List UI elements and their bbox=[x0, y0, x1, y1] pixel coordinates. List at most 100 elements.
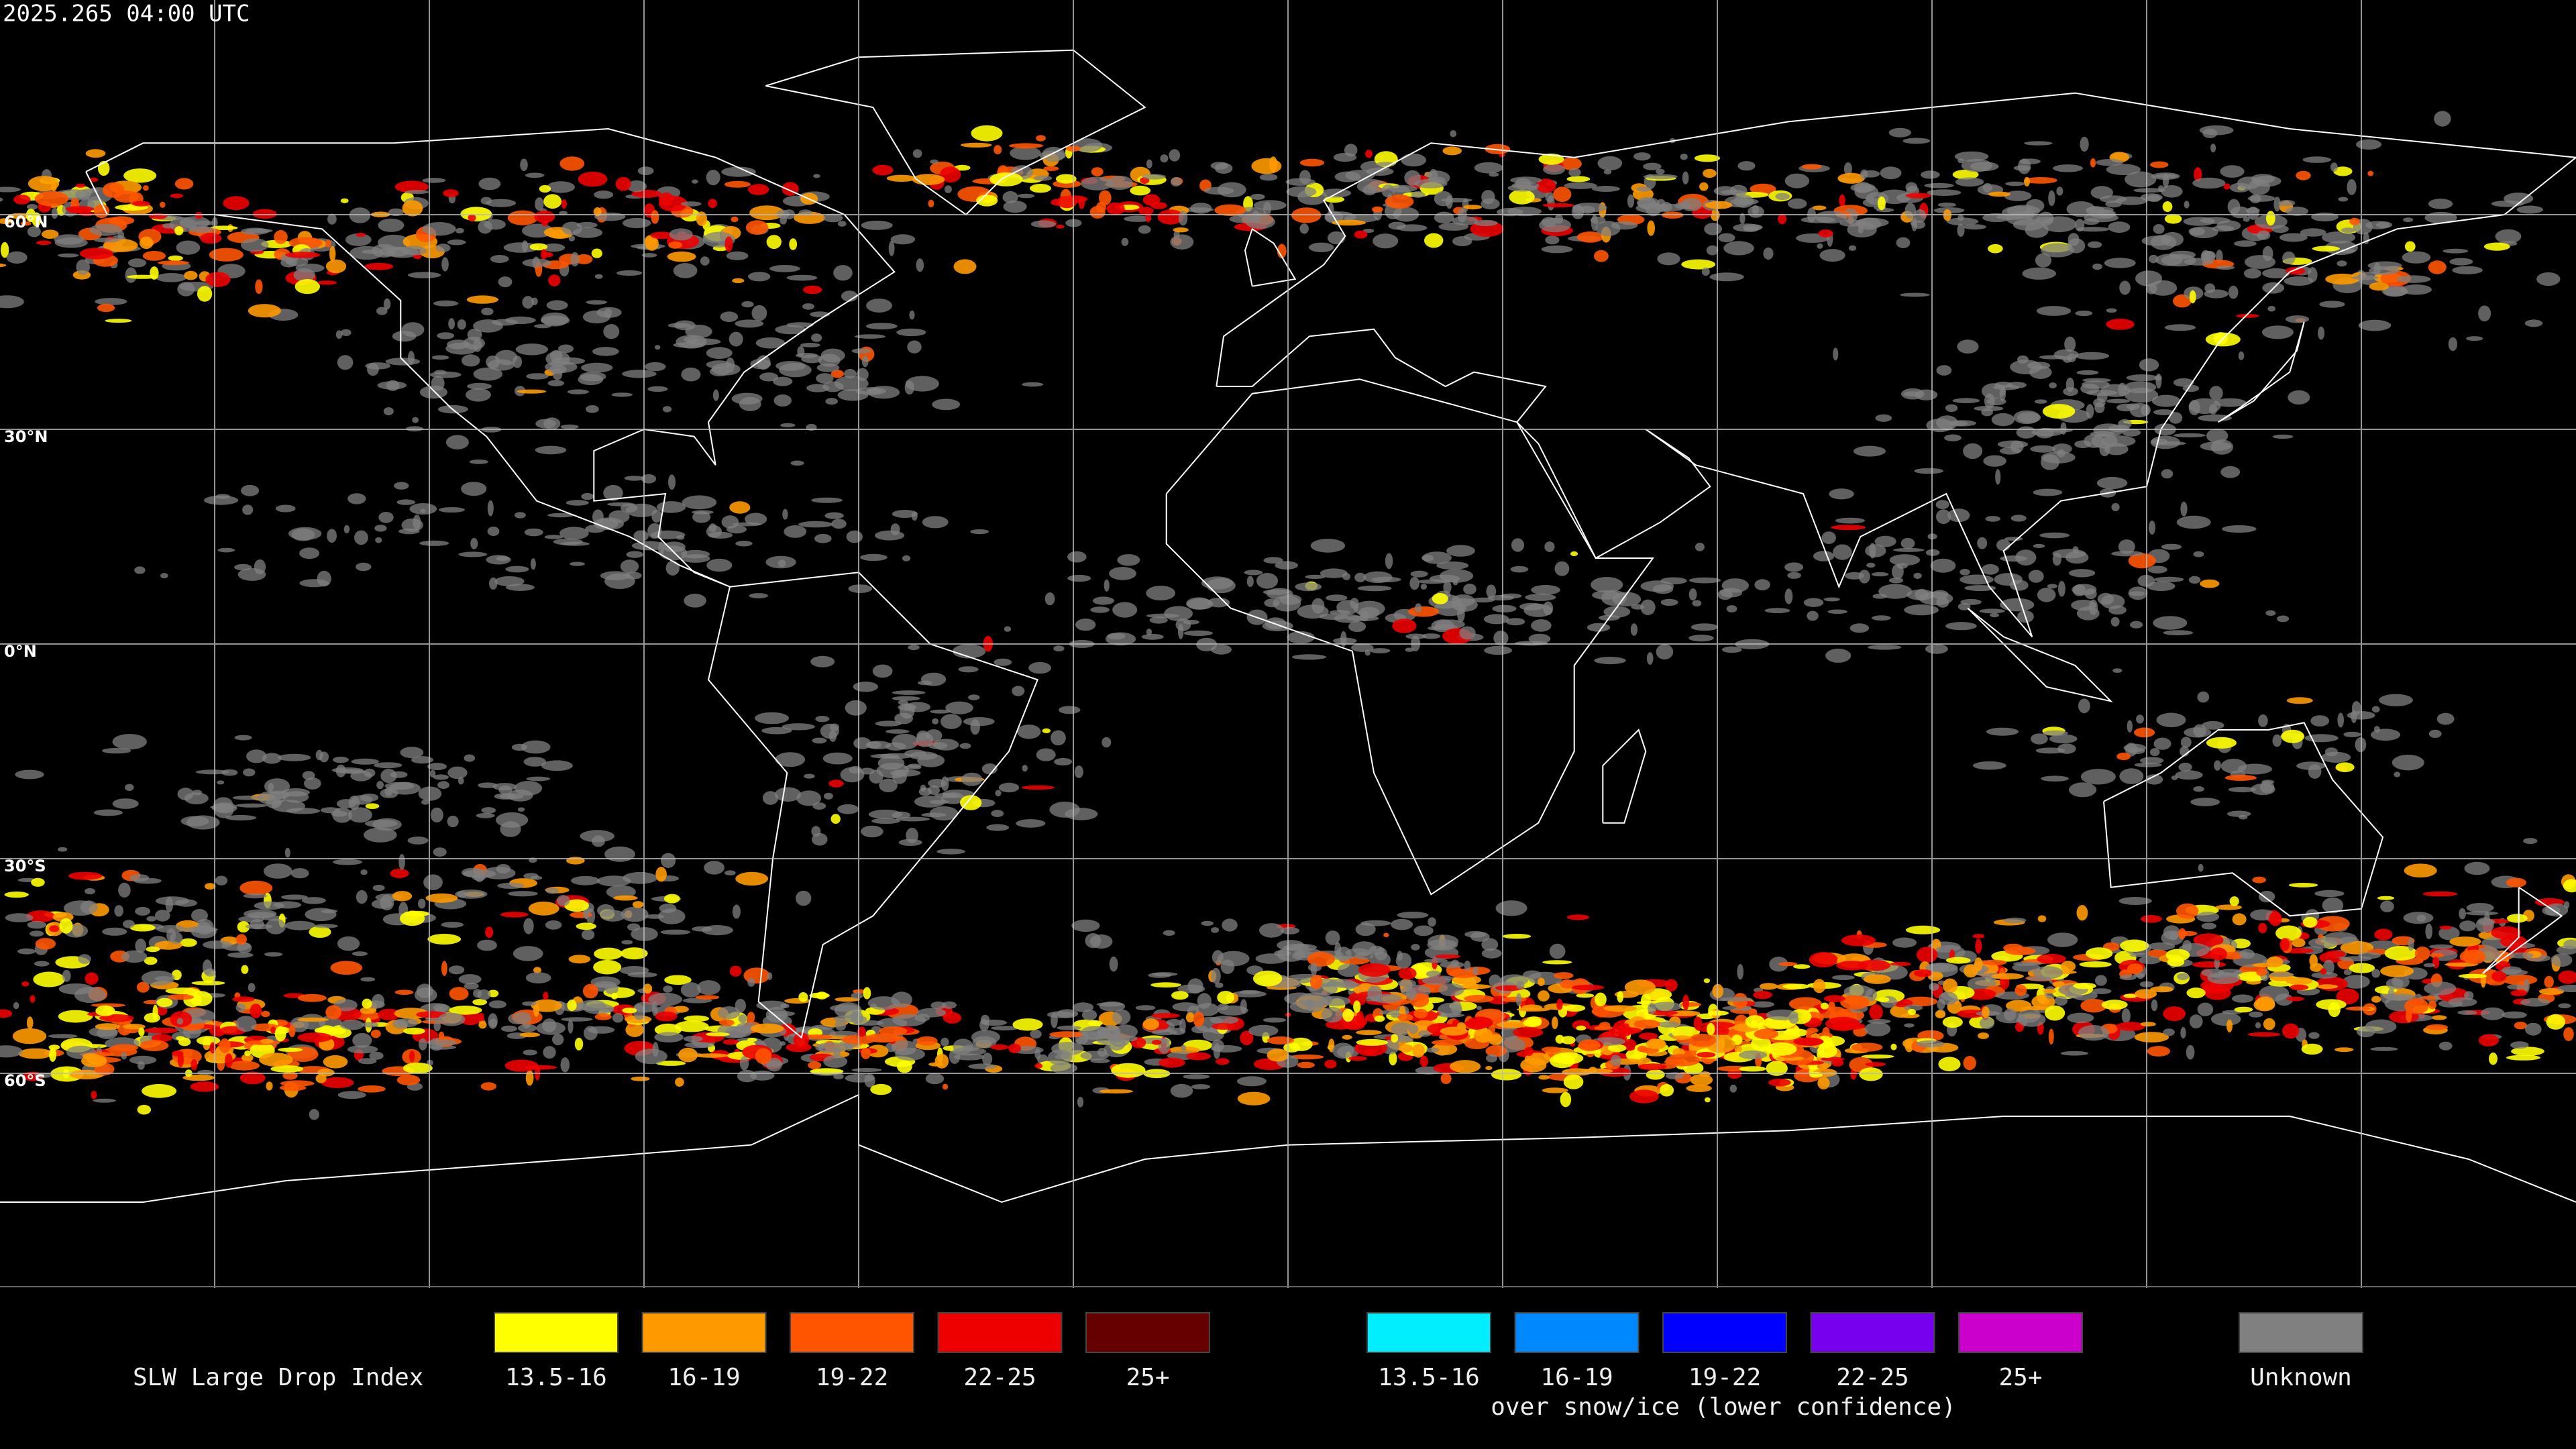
cloud-patch bbox=[1206, 578, 1236, 594]
cloud-patch bbox=[1975, 938, 1982, 954]
cloud-patch bbox=[1690, 1074, 1713, 1086]
cloud-patch bbox=[1671, 1026, 1700, 1038]
cloud-patch bbox=[1170, 234, 1194, 250]
cloud-patch bbox=[886, 174, 916, 182]
cloud-patch bbox=[57, 847, 68, 852]
cloud-patch bbox=[1222, 918, 1238, 932]
cloud-patch bbox=[659, 545, 688, 561]
cloud-patch bbox=[1960, 569, 1970, 576]
cloud-patch bbox=[705, 1032, 730, 1036]
cloud-patch bbox=[591, 248, 602, 258]
cloud-patch bbox=[1474, 162, 1503, 174]
cloud-patch bbox=[695, 995, 720, 1000]
cloud-patch bbox=[2424, 981, 2457, 996]
cloud-patch bbox=[2182, 384, 2200, 392]
cloud-patch bbox=[2449, 258, 2473, 266]
cloud-patch bbox=[658, 193, 674, 206]
cloud-patch bbox=[347, 1045, 378, 1054]
cloud-patch bbox=[541, 221, 549, 227]
cloud-patch bbox=[360, 1006, 377, 1014]
cloud-patch bbox=[729, 965, 742, 977]
cloud-patch bbox=[731, 216, 739, 223]
cloud-patch bbox=[1010, 146, 1041, 160]
legend-swatch bbox=[1366, 1312, 1491, 1353]
cloud-patch bbox=[615, 176, 631, 191]
cloud-patch bbox=[1213, 1042, 1220, 1059]
cloud-patch bbox=[2265, 610, 2276, 616]
cloud-patch bbox=[2106, 398, 2131, 404]
cloud-patch bbox=[241, 965, 249, 974]
cloud-patch bbox=[2151, 394, 2181, 407]
cloud-patch bbox=[1440, 1026, 1468, 1036]
cloud-patch bbox=[445, 435, 469, 449]
cloud-patch bbox=[1938, 1057, 1961, 1071]
cloud-patch bbox=[1237, 1091, 1271, 1106]
cloud-patch bbox=[2128, 553, 2156, 569]
cloud-patch bbox=[1210, 1016, 1239, 1024]
cloud-patch bbox=[177, 282, 195, 297]
cloud-patch bbox=[1124, 215, 1152, 222]
cloud-patch bbox=[500, 1025, 518, 1032]
cloud-patch bbox=[2340, 941, 2374, 955]
cloud-patch bbox=[1946, 217, 1979, 226]
cloud-patch bbox=[2408, 938, 2414, 951]
cloud-patch bbox=[775, 361, 806, 371]
cloud-patch bbox=[1646, 1069, 1665, 1080]
cloud-patch bbox=[1121, 237, 1129, 246]
cloud-patch bbox=[356, 562, 372, 572]
cloud-patch bbox=[1523, 1018, 1542, 1028]
cloud-patch bbox=[137, 1104, 152, 1115]
cloud-patch bbox=[812, 833, 828, 846]
legend-swatch bbox=[937, 1312, 1063, 1353]
cloud-patch bbox=[1252, 970, 1283, 987]
cloud-patch bbox=[1729, 1084, 1737, 1093]
cloud-patch bbox=[2443, 248, 2469, 254]
cloud-patch bbox=[304, 777, 321, 790]
cloud-patch bbox=[2502, 966, 2522, 975]
cloud-patch bbox=[2155, 373, 2162, 389]
cloud-patch bbox=[1391, 1034, 1399, 1043]
cloud-patch bbox=[378, 218, 405, 232]
cloud-patch bbox=[169, 932, 183, 945]
cloud-patch bbox=[105, 319, 132, 323]
cloud-patch bbox=[433, 300, 459, 307]
cloud-patch bbox=[136, 981, 150, 993]
cloud-patch bbox=[1904, 1023, 1915, 1028]
cloud-patch bbox=[526, 776, 551, 782]
cloud-patch bbox=[867, 1044, 889, 1058]
cloud-patch bbox=[362, 1022, 378, 1028]
cloud-patch bbox=[2228, 285, 2239, 299]
cloud-patch bbox=[536, 1021, 566, 1035]
cloud-patch bbox=[706, 170, 720, 186]
cloud-patch bbox=[623, 871, 658, 884]
cloud-patch bbox=[2151, 172, 2180, 180]
cloud-patch bbox=[748, 272, 771, 282]
cloud-patch bbox=[2036, 306, 2072, 316]
cloud-patch bbox=[2042, 404, 2076, 419]
cloud-patch bbox=[17, 948, 36, 955]
cloud-patch bbox=[721, 515, 739, 529]
cloud-patch bbox=[319, 751, 329, 763]
cloud-patch bbox=[968, 694, 980, 700]
cloud-patch bbox=[568, 955, 591, 964]
cloud-patch bbox=[1450, 130, 1457, 138]
cloud-patch bbox=[1957, 223, 1965, 237]
cloud-patch bbox=[2286, 977, 2313, 985]
cloud-patch bbox=[259, 1053, 293, 1067]
cloud-patch bbox=[2145, 774, 2163, 785]
cloud-patch bbox=[1858, 959, 1891, 971]
cloud-patch bbox=[633, 1002, 656, 1013]
cloud-patch bbox=[1464, 930, 1487, 938]
cloud-patch bbox=[641, 474, 657, 484]
cloud-patch bbox=[336, 799, 356, 808]
cloud-patch bbox=[83, 1053, 99, 1059]
cloud-patch bbox=[2201, 922, 2216, 930]
cloud-patch bbox=[409, 503, 437, 515]
cloud-patch bbox=[1358, 606, 1380, 619]
cloud-patch bbox=[2106, 319, 2135, 330]
cloud-patch bbox=[158, 260, 189, 266]
cloud-patch bbox=[2342, 975, 2370, 989]
cloud-patch bbox=[0, 241, 9, 258]
cloud-patch bbox=[759, 372, 779, 382]
cloud-patch bbox=[30, 995, 36, 1003]
